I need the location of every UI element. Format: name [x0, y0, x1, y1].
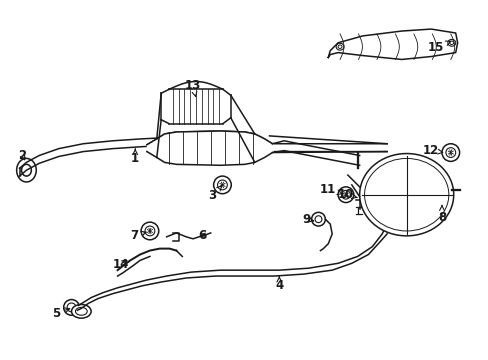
- Text: 1: 1: [131, 149, 139, 165]
- Text: 9: 9: [302, 213, 313, 226]
- Ellipse shape: [359, 153, 453, 236]
- Ellipse shape: [337, 187, 353, 203]
- Ellipse shape: [63, 300, 79, 315]
- Text: 4: 4: [275, 276, 283, 292]
- Ellipse shape: [213, 176, 231, 194]
- Text: 2: 2: [19, 149, 26, 162]
- Text: 14: 14: [112, 258, 128, 271]
- Ellipse shape: [311, 212, 325, 226]
- Text: 13: 13: [184, 80, 201, 96]
- Text: 10: 10: [337, 188, 356, 201]
- Ellipse shape: [441, 144, 459, 161]
- Polygon shape: [327, 29, 457, 59]
- Text: 11: 11: [320, 183, 342, 196]
- Text: 15: 15: [427, 41, 450, 54]
- Text: 12: 12: [422, 144, 442, 157]
- Ellipse shape: [71, 305, 91, 318]
- Text: 5: 5: [52, 307, 69, 320]
- Ellipse shape: [141, 222, 159, 240]
- Text: 8: 8: [437, 205, 445, 224]
- Text: 3: 3: [208, 186, 221, 202]
- Text: 7: 7: [130, 229, 146, 242]
- Text: 6: 6: [198, 229, 206, 242]
